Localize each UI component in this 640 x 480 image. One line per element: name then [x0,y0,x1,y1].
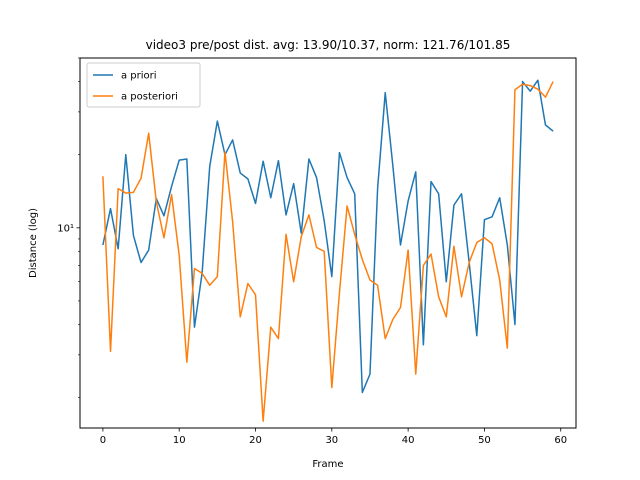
y-axis-label: Distance (log) [28,208,39,278]
x-tick-label: 20 [249,435,262,446]
series-line-1 [102,79,554,394]
y-axis: 10¹ [57,57,80,398]
x-axis-label: Frame [312,459,343,470]
x-tick-label: 30 [325,435,338,446]
x-tick-label: 60 [554,435,567,446]
x-tick-label: 50 [478,435,491,446]
plot-area [102,79,554,422]
x-tick-label: 40 [402,435,415,446]
chart-title: video3 pre/post dist. avg: 13.90/10.37, … [146,38,511,52]
legend: a priori a posteriori [86,62,201,108]
legend-box [86,62,201,108]
x-axis: 0 10 20 30 40 50 60 [100,428,567,446]
y-tick-label: 10¹ [57,223,74,234]
series-line-2 [102,81,554,422]
legend-label: a priori [121,71,157,82]
x-tick-label: 0 [100,435,106,446]
x-tick-label: 10 [173,435,186,446]
plot-frame [79,57,577,429]
legend-label: a posteriori [121,92,178,103]
